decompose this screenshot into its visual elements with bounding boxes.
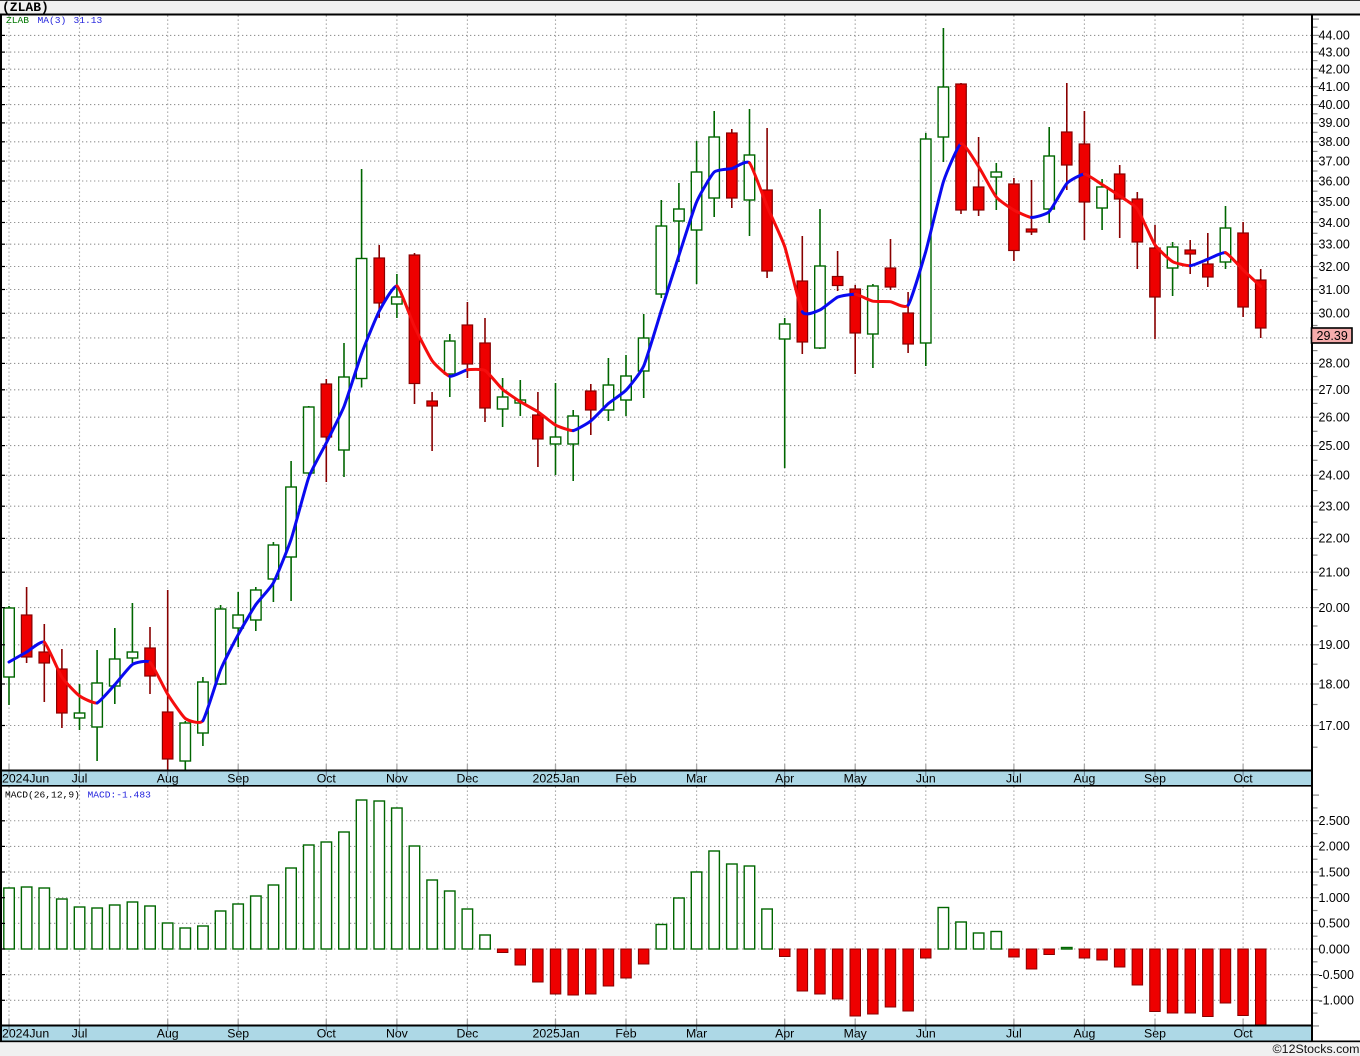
svg-text:MACD:-1.483: MACD:-1.483 <box>88 789 152 800</box>
svg-text:Jun: Jun <box>916 772 936 786</box>
svg-text:33.00: 33.00 <box>1319 238 1350 252</box>
svg-text:38.00: 38.00 <box>1319 135 1350 149</box>
svg-text:MACD(26,12,9): MACD(26,12,9) <box>5 789 80 800</box>
svg-text:18.00: 18.00 <box>1319 677 1350 691</box>
svg-text:Oct: Oct <box>317 1027 337 1041</box>
svg-text:Apr: Apr <box>775 1027 794 1041</box>
svg-text:39.00: 39.00 <box>1319 116 1350 130</box>
svg-text:42.00: 42.00 <box>1319 63 1350 77</box>
svg-text:Nov: Nov <box>386 772 409 786</box>
svg-text:1.500: 1.500 <box>1319 865 1350 879</box>
svg-text:Jul: Jul <box>1006 772 1022 786</box>
svg-text:35.00: 35.00 <box>1319 195 1350 209</box>
svg-text:Oct: Oct <box>1234 772 1254 786</box>
svg-text:44.00: 44.00 <box>1319 29 1350 43</box>
svg-text:Sep: Sep <box>1144 1027 1166 1041</box>
svg-text:25.00: 25.00 <box>1319 439 1350 453</box>
svg-text:20.00: 20.00 <box>1319 601 1350 615</box>
svg-text:Mar: Mar <box>686 772 707 786</box>
svg-text:Dec: Dec <box>456 772 478 786</box>
svg-text:Aug: Aug <box>157 772 179 786</box>
svg-text:Oct: Oct <box>317 772 337 786</box>
svg-text:Sep: Sep <box>227 772 249 786</box>
svg-text:2.500: 2.500 <box>1319 814 1350 828</box>
svg-text:(ZLAB): (ZLAB) <box>2 0 49 15</box>
svg-text:30.00: 30.00 <box>1319 307 1350 321</box>
svg-text:Feb: Feb <box>615 772 636 786</box>
svg-text:2.000: 2.000 <box>1319 840 1350 854</box>
svg-text:May: May <box>844 772 868 786</box>
svg-text:Aug: Aug <box>157 1027 179 1041</box>
svg-text:2025Jan: 2025Jan <box>533 772 580 786</box>
svg-text:MA(3): MA(3) <box>38 15 67 26</box>
svg-text:19.00: 19.00 <box>1319 638 1350 652</box>
svg-text:32.00: 32.00 <box>1319 260 1350 274</box>
svg-text:43.00: 43.00 <box>1319 45 1350 59</box>
svg-text:Feb: Feb <box>615 1027 636 1041</box>
svg-text:24.00: 24.00 <box>1319 469 1350 483</box>
svg-text:Dec: Dec <box>456 1027 478 1041</box>
svg-text:Apr: Apr <box>775 772 794 786</box>
svg-text:41.00: 41.00 <box>1319 80 1350 94</box>
svg-text:Jul: Jul <box>72 772 88 786</box>
svg-text:31.13: 31.13 <box>74 15 103 26</box>
svg-text:2024Jun: 2024Jun <box>2 772 49 786</box>
svg-text:May: May <box>844 1027 868 1041</box>
svg-text:Sep: Sep <box>1144 772 1166 786</box>
svg-text:0.000: 0.000 <box>1319 942 1350 956</box>
svg-text:37.00: 37.00 <box>1319 154 1350 168</box>
svg-text:0.500: 0.500 <box>1319 917 1350 931</box>
svg-text:Jun: Jun <box>916 1027 936 1041</box>
svg-text:28.00: 28.00 <box>1319 357 1350 371</box>
svg-text:Sep: Sep <box>227 1027 249 1041</box>
svg-text:26.00: 26.00 <box>1319 411 1350 425</box>
svg-text:-1.000: -1.000 <box>1319 994 1354 1008</box>
svg-text:21.00: 21.00 <box>1319 566 1350 580</box>
svg-text:23.00: 23.00 <box>1319 500 1350 514</box>
svg-text:Aug: Aug <box>1073 772 1095 786</box>
svg-text:22.00: 22.00 <box>1319 532 1350 546</box>
svg-text:27.00: 27.00 <box>1319 383 1350 397</box>
svg-text:-0.500: -0.500 <box>1319 968 1354 982</box>
svg-text:Oct: Oct <box>1234 1027 1254 1041</box>
svg-text:36.00: 36.00 <box>1319 174 1350 188</box>
svg-text:2024Jun: 2024Jun <box>2 1027 49 1041</box>
svg-text:Mar: Mar <box>686 1027 707 1041</box>
svg-text:Aug: Aug <box>1073 1027 1095 1041</box>
svg-text:17.00: 17.00 <box>1319 719 1350 733</box>
svg-text:Nov: Nov <box>386 1027 409 1041</box>
svg-text:34.00: 34.00 <box>1319 216 1350 230</box>
svg-text:ZLAB: ZLAB <box>6 15 29 26</box>
svg-text:29.39: 29.39 <box>1317 329 1348 343</box>
svg-text:Jul: Jul <box>72 1027 88 1041</box>
svg-text:Jul: Jul <box>1006 1027 1022 1041</box>
svg-text:31.00: 31.00 <box>1319 283 1350 297</box>
svg-text:40.00: 40.00 <box>1319 98 1350 112</box>
svg-text:©12Stocks.com: ©12Stocks.com <box>1273 1042 1360 1056</box>
svg-text:2025Jan: 2025Jan <box>533 1027 580 1041</box>
svg-text:1.000: 1.000 <box>1319 891 1350 905</box>
